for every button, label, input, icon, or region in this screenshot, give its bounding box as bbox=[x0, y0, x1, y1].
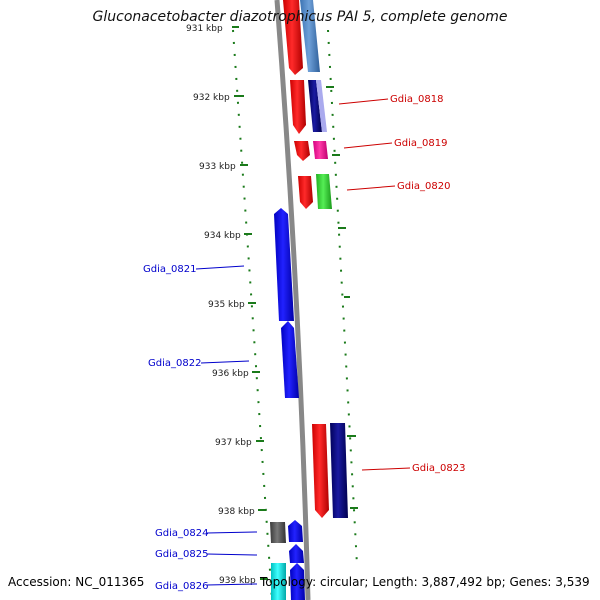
gene-feature-gdia-0820[interactable] bbox=[316, 174, 332, 209]
tick-marks bbox=[232, 26, 268, 580]
gene-label-gdia-0825[interactable]: Gdia_0825 bbox=[155, 549, 208, 560]
gene-label-gdia-0821[interactable]: Gdia_0821 bbox=[143, 264, 196, 275]
accession-text: Accession: NC_011365 bbox=[8, 575, 145, 589]
gene-feature-gdia-0821[interactable] bbox=[274, 208, 294, 321]
gene-feature-navy[interactable] bbox=[308, 80, 322, 132]
gene-feature-gdia-0822[interactable] bbox=[281, 321, 299, 398]
tick-label: 935 kbp bbox=[208, 300, 245, 310]
tick-label: 934 kbp bbox=[204, 231, 241, 241]
gene-feature-gdia-0819[interactable] bbox=[313, 141, 328, 159]
gene-features bbox=[270, 0, 348, 600]
genome-backbone bbox=[274, 0, 311, 600]
gene-label-gdia-0826[interactable]: Gdia_0826 bbox=[155, 581, 208, 592]
gene-feature-red-small[interactable] bbox=[298, 176, 313, 209]
gene-feature-steelblue[interactable] bbox=[300, 0, 320, 72]
gene-label-gdia-0818[interactable]: Gdia_0818 bbox=[390, 94, 443, 105]
gene-label-gdia-0819[interactable]: Gdia_0819 bbox=[394, 138, 447, 149]
tick-label: 938 kbp bbox=[218, 507, 255, 517]
gene-feature-navy-large[interactable] bbox=[330, 423, 348, 518]
gene-feature-blue-small-2[interactable] bbox=[290, 563, 305, 600]
tick-label: 939 kbp bbox=[219, 576, 256, 586]
gene-label-gdia-0824[interactable]: Gdia_0824 bbox=[155, 528, 208, 539]
map-title: Gluconacetobacter diazotrophicus PAI 5, … bbox=[92, 9, 508, 25]
gene-feature-gdia-0826[interactable] bbox=[271, 563, 286, 600]
gene-feature-gdia-0824[interactable] bbox=[270, 522, 286, 543]
gene-label-gdia-0822[interactable]: Gdia_0822 bbox=[148, 358, 201, 369]
tick-label: 937 kbp bbox=[215, 438, 252, 448]
gene-feature-red[interactable] bbox=[283, 0, 303, 75]
gene-feature-gdia-0823[interactable] bbox=[312, 424, 329, 518]
gene-feature-gdia-0825[interactable] bbox=[289, 544, 304, 563]
tick-label: 931 kbp bbox=[186, 24, 223, 34]
tick-labels: 931 kbp 932 kbp 933 kbp 934 kbp 935 kbp … bbox=[186, 24, 256, 586]
gene-feature-gdia-0819-red[interactable] bbox=[294, 141, 310, 161]
tick-label: 936 kbp bbox=[212, 369, 249, 379]
gene-label-gdia-0823[interactable]: Gdia_0823 bbox=[412, 463, 465, 474]
gene-feature-blue-small-1[interactable] bbox=[288, 520, 303, 542]
tick-label: 932 kbp bbox=[193, 93, 230, 103]
label-leader-lines bbox=[195, 98, 411, 586]
gene-feature-gdia-0818[interactable] bbox=[290, 80, 306, 134]
gene-labels: Gdia_0818 Gdia_0819 Gdia_0820 Gdia_0823 … bbox=[143, 94, 465, 592]
gene-label-gdia-0820[interactable]: Gdia_0820 bbox=[397, 181, 450, 192]
right-tick-marks bbox=[326, 86, 358, 509]
genome-summary-text: Topology: circular; Length: 3,887,492 bp… bbox=[260, 575, 590, 589]
gene-feature-lavender[interactable] bbox=[316, 80, 327, 132]
tick-label: 933 kbp bbox=[199, 162, 236, 172]
